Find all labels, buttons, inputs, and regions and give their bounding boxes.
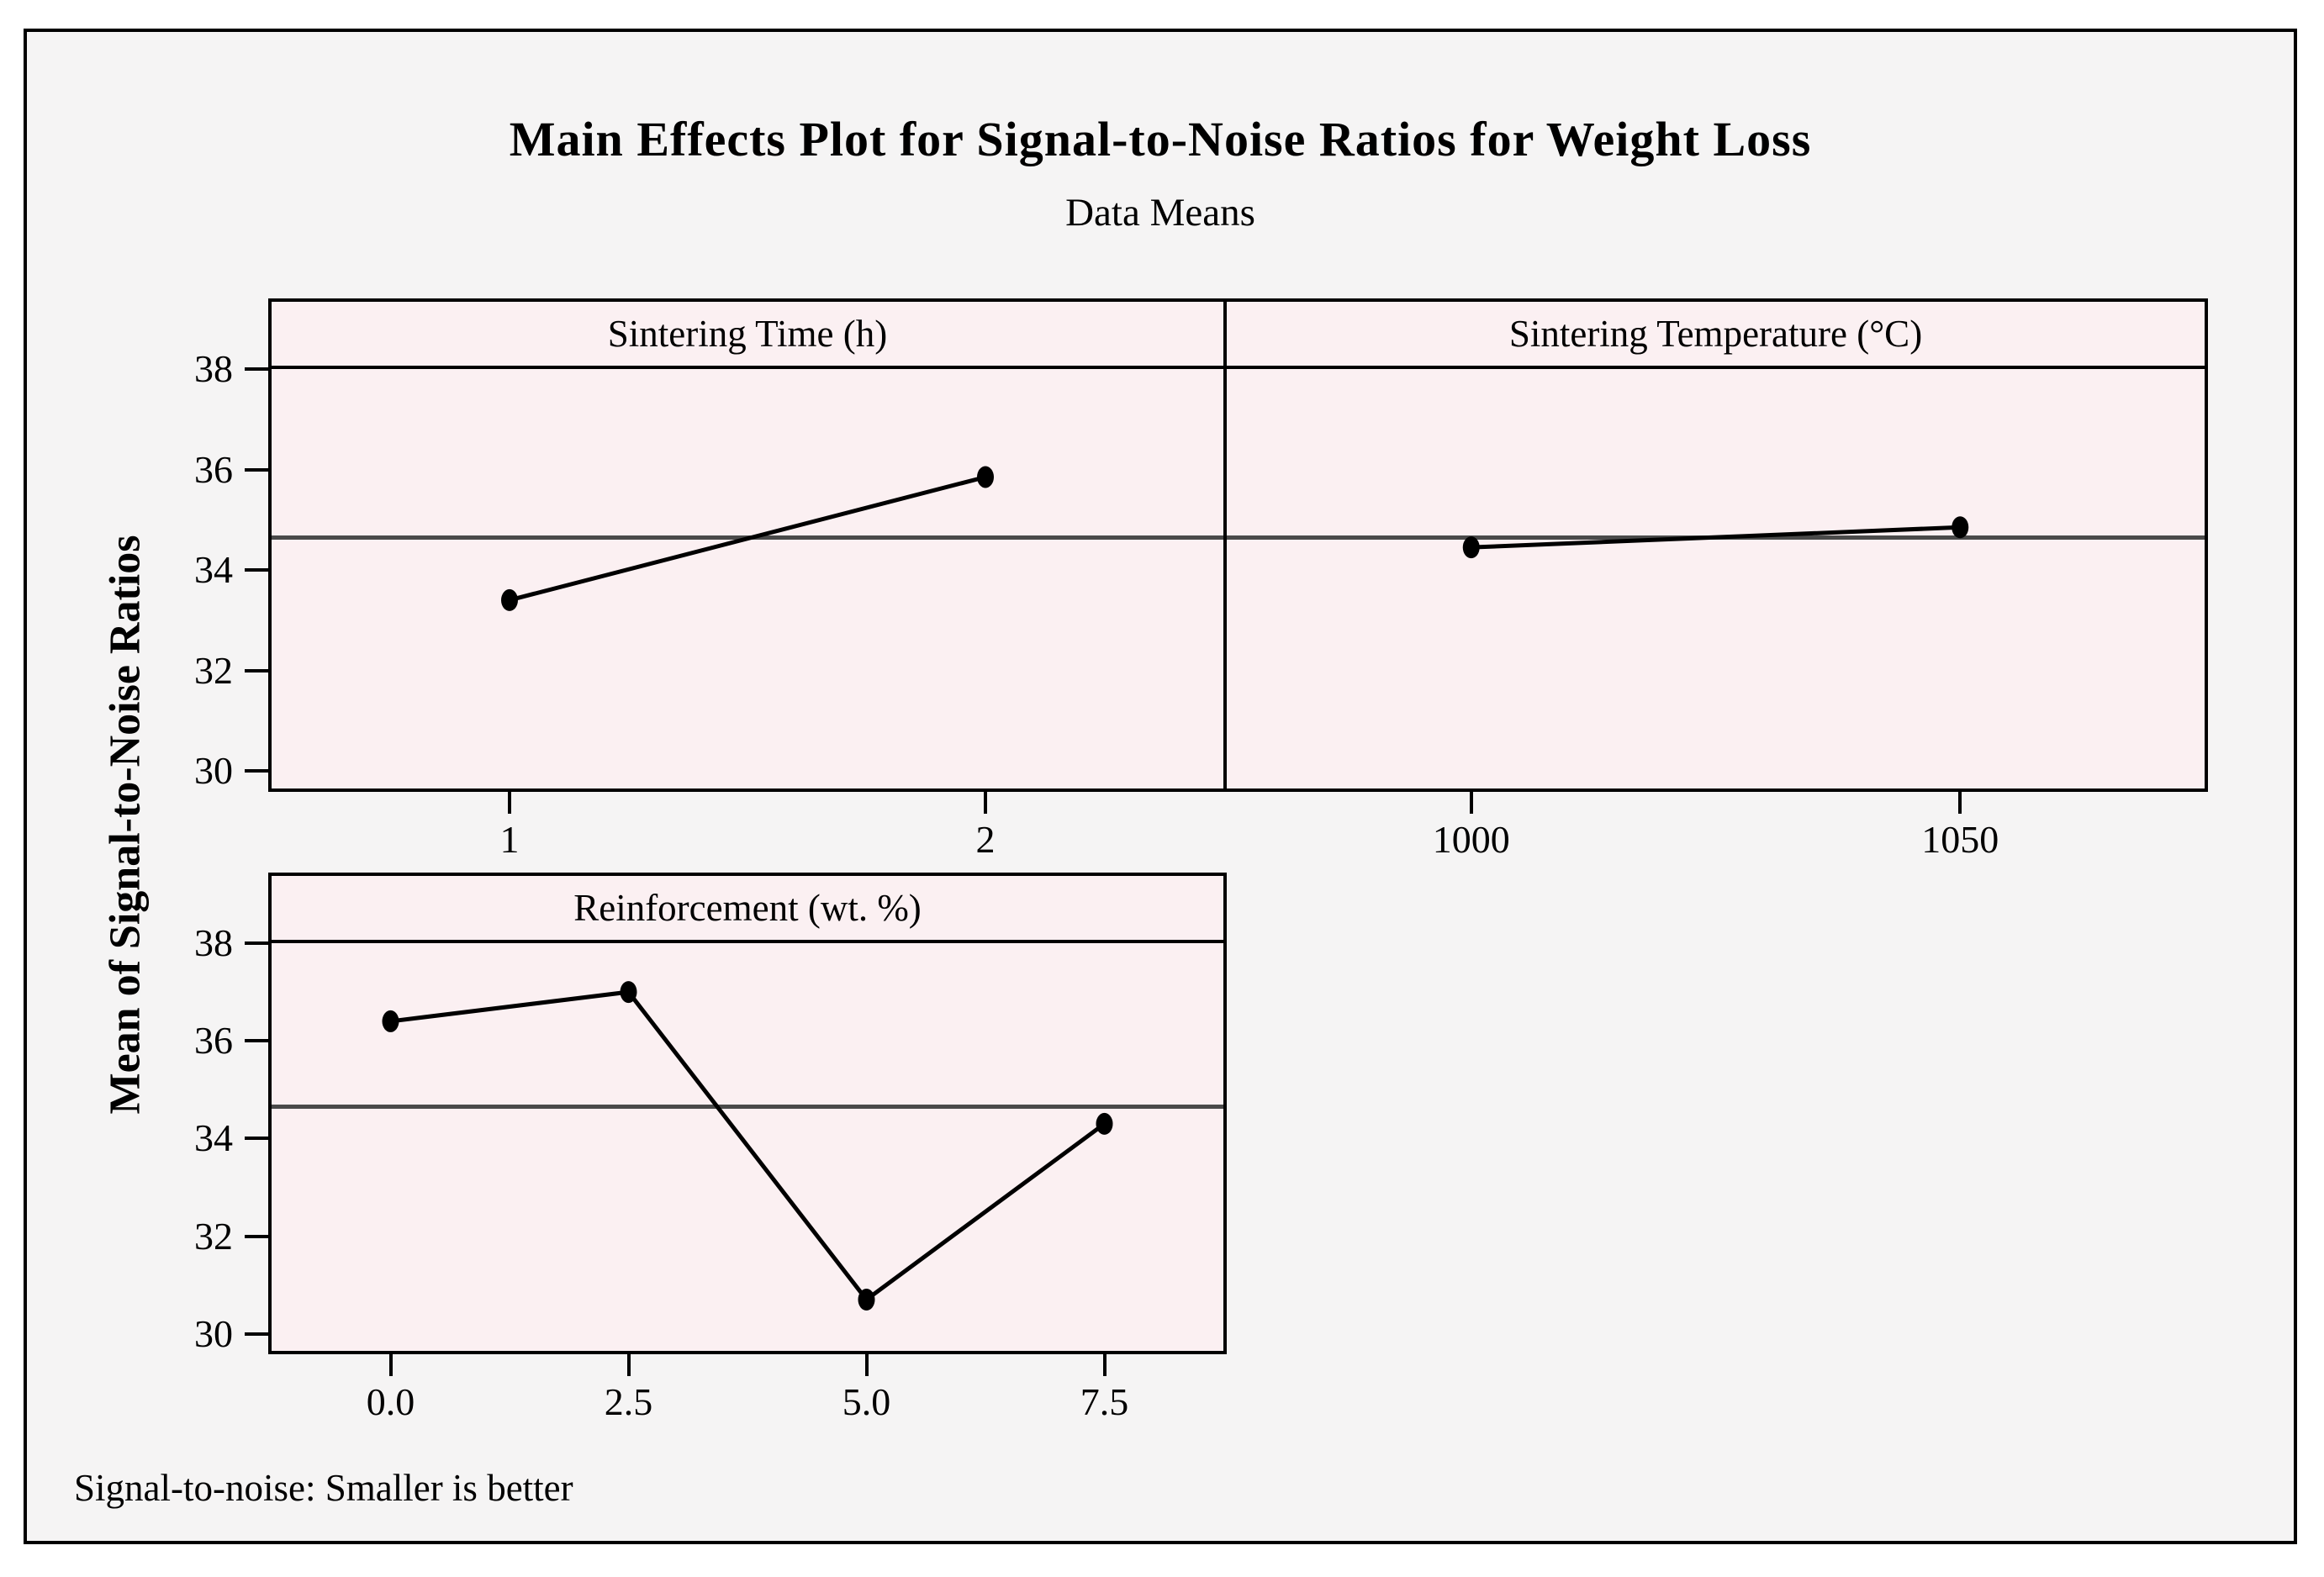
reference-line (272, 1105, 1223, 1110)
y-axis-label: Mean of Signal-to-Noise Ratios (101, 535, 150, 1115)
x-tick (388, 1354, 393, 1376)
data-point-marker (501, 588, 518, 611)
x-tick-label: 1 (499, 818, 520, 861)
x-tick (1958, 792, 1962, 814)
series-line (509, 475, 986, 603)
y-tick (245, 941, 268, 945)
series-line (390, 989, 1106, 1303)
y-tick (245, 668, 268, 672)
plot-area-reinforcement (272, 943, 1223, 1351)
data-point-marker (858, 1289, 875, 1311)
x-tick (1102, 1354, 1107, 1376)
y-tick-label: 38 (194, 347, 233, 390)
y-tick (245, 568, 268, 572)
footer-note: Signal-to-noise: Smaller is better (74, 1467, 573, 1509)
chart-title: Main Effects Plot for Signal-to-Noise Ra… (509, 112, 1812, 166)
panel-reinforcement: Reinforcement (wt. %) (268, 873, 1227, 1354)
data-point-marker (1096, 1112, 1113, 1135)
series-plot (382, 981, 1113, 1311)
panel-title-sintering-temperature: Sintering Temperature (°C) (1227, 302, 2205, 369)
x-tick (864, 1354, 869, 1376)
x-tick-label: 5.0 (842, 1380, 891, 1423)
data-point-marker (977, 466, 994, 488)
y-tick (245, 367, 268, 371)
y-tick-label: 36 (194, 447, 233, 491)
chart-subtitle: Data Means (1065, 191, 1255, 235)
series-plot (1462, 516, 1969, 559)
x-tick (508, 792, 511, 814)
panel-sintering-time: Sintering Time (h) (268, 298, 1227, 792)
figure-frame: Main Effects Plot for Signal-to-Noise Ra… (24, 29, 2297, 1544)
x-tick (1469, 792, 1473, 814)
x-tick-label: 0.0 (366, 1380, 415, 1423)
data-point-marker (1952, 516, 1969, 539)
x-tick-label: 2.5 (604, 1380, 653, 1423)
x-tick-label: 1000 (1432, 818, 1510, 861)
x-tick-label: 2 (975, 818, 996, 861)
data-point-marker (1462, 536, 1480, 559)
y-tick-label: 34 (194, 1116, 233, 1160)
y-tick-label: 36 (194, 1019, 233, 1063)
y-tick-label: 34 (194, 548, 233, 592)
y-tick-label: 30 (194, 749, 233, 793)
panel-sintering-temperature: Sintering Temperature (°C) (1227, 298, 2208, 792)
x-tick (984, 792, 987, 814)
x-tick-label: 7.5 (1080, 1380, 1129, 1423)
y-tick-label: 30 (194, 1311, 233, 1355)
y-tick-label: 32 (194, 648, 233, 692)
panel-title-sintering-time: Sintering Time (h) (272, 302, 1223, 369)
panel-title-reinforcement: Reinforcement (wt. %) (272, 876, 1223, 943)
y-tick (245, 769, 268, 773)
y-tick (245, 1234, 268, 1238)
series-plot (501, 466, 994, 611)
data-point-marker (382, 1010, 399, 1032)
plot-area-sintering-temperature (1227, 369, 2205, 788)
y-tick-label: 38 (194, 921, 233, 964)
y-tick (245, 467, 268, 472)
plot-area-sintering-time (272, 369, 1223, 788)
series-line (1471, 525, 1961, 550)
data-point-marker (620, 981, 637, 1004)
y-tick-label: 32 (194, 1214, 233, 1258)
x-tick (626, 1354, 631, 1376)
y-tick (245, 1137, 268, 1141)
y-tick (245, 1332, 268, 1336)
y-tick (245, 1039, 268, 1043)
x-tick-label: 1050 (1921, 818, 1999, 861)
